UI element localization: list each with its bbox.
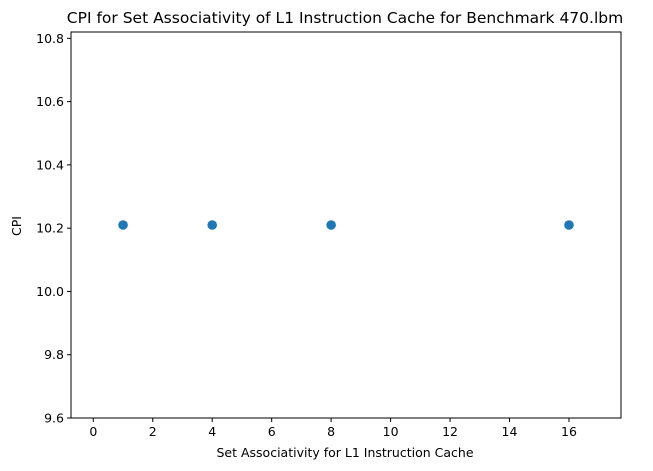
y-axis-label: CPI [9,216,24,236]
x-tick-label: 16 [561,424,577,439]
x-tick-label: 14 [502,424,518,439]
y-axis: 9.6 9.8 10.0 10.2 10.4 10.6 10.8 [36,31,71,426]
y-tick-label: 9.6 [44,411,64,426]
x-tick-label: 10 [383,424,399,439]
chart-title: CPI for Set Associativity of L1 Instruct… [67,9,623,27]
x-tick-label: 2 [149,424,157,439]
y-tick-label: 10.4 [36,157,64,172]
scatter-point [207,220,218,230]
x-axis: 0 2 4 6 8 10 12 14 16 [89,418,577,439]
data-points [118,220,574,230]
y-tick-label: 9.8 [44,347,64,362]
x-axis-label: Set Associativity for L1 Instruction Cac… [216,445,473,460]
plot-area [70,31,622,419]
x-tick-label: 0 [89,424,97,439]
x-tick-label: 4 [208,424,216,439]
x-tick-label: 12 [442,424,458,439]
y-tick-label: 10.0 [36,284,64,299]
scatter-point [326,220,336,230]
x-tick-label: 6 [268,424,276,439]
y-tick-label: 10.2 [36,221,64,236]
scatter-point [564,220,574,230]
x-tick-label: 8 [327,424,335,439]
scatter-point [118,220,128,230]
plot-frame [70,31,622,419]
y-tick-label: 10.6 [36,94,64,109]
y-tick-label: 10.8 [36,31,64,46]
